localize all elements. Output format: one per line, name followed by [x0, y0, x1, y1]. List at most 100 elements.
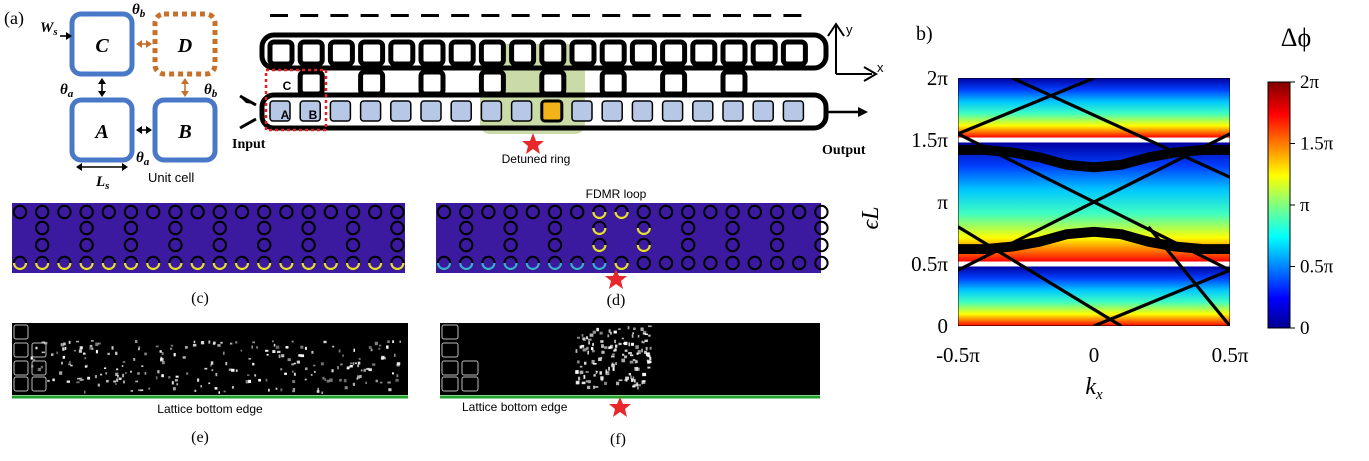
lattice-ring-bottom	[601, 100, 623, 122]
field-hotspot	[168, 262, 183, 271]
speckle-dot	[193, 340, 196, 344]
speckle-dot	[618, 379, 623, 382]
top-dash	[481, 14, 500, 17]
panel-d-star	[605, 269, 627, 289]
speckle-dot	[280, 388, 283, 392]
speckle-dot	[291, 340, 294, 343]
speckle-dot	[600, 376, 604, 380]
speckle-dot	[231, 386, 234, 389]
speckle-dot	[629, 354, 634, 357]
speckle-dot	[235, 341, 238, 344]
colorbar-title: Δϕ	[1281, 23, 1311, 52]
speckle-dot	[585, 380, 588, 383]
field-ring	[703, 255, 718, 271]
lattice-ring-top	[750, 39, 778, 67]
field-ring	[101, 204, 117, 220]
speckle-dot	[141, 365, 144, 368]
speckle-dot	[627, 326, 630, 330]
speckle-dot	[60, 343, 63, 346]
speckle-dot	[248, 357, 252, 360]
speckle-dot	[575, 349, 578, 353]
speckle-dot	[70, 364, 73, 367]
speckle-dot	[645, 353, 649, 357]
speckle-dot	[291, 363, 295, 366]
speckle-dot	[636, 382, 639, 387]
speckle-dot	[135, 380, 139, 383]
speckle-dot	[644, 350, 647, 354]
lattice-ring-bottom	[450, 100, 472, 122]
field-ring	[792, 204, 807, 220]
field-ring	[814, 220, 829, 236]
speckle-dot	[192, 343, 197, 347]
speckle-dot	[175, 375, 179, 378]
speckle-dot	[200, 341, 205, 345]
speckle-dot	[392, 340, 394, 344]
speckle-dot	[596, 370, 598, 373]
speckle-dot	[589, 333, 594, 337]
top-dash	[572, 14, 590, 17]
speckle-dot	[293, 362, 296, 365]
speckle-dot	[81, 379, 84, 381]
speckle-dot	[636, 352, 639, 355]
speckle-dot	[581, 334, 584, 337]
speckle-dot	[645, 346, 648, 351]
speckle-dot	[84, 357, 87, 360]
lattice-ring-bottom	[661, 100, 684, 122]
speckle-dot	[220, 341, 223, 344]
speckle-dot	[600, 340, 604, 343]
field-ring	[257, 237, 272, 253]
field-ring	[79, 204, 94, 220]
panel-d-title: FDMR loop	[586, 187, 647, 201]
speckle-dot	[338, 349, 341, 353]
field-hotspot	[636, 227, 651, 236]
speckle-dot	[311, 350, 314, 354]
speckle-dot	[59, 371, 63, 375]
speckle-dot	[591, 347, 594, 351]
speckle-dot	[586, 346, 589, 350]
speckle-dot	[122, 373, 125, 378]
field-ring	[212, 204, 228, 220]
speckle-dot	[633, 327, 636, 330]
lattice-ring-top	[358, 39, 386, 67]
speckle-dot	[615, 381, 620, 386]
lattice-ring-mid	[418, 69, 446, 97]
panel-f-background	[440, 323, 820, 395]
speckle-dot	[83, 352, 86, 355]
speckle-dot	[605, 371, 610, 376]
speckle-dot	[287, 358, 291, 362]
speckle-dot	[625, 376, 629, 380]
detuned-ring	[540, 99, 564, 123]
field-ring	[725, 204, 740, 220]
field-ring	[35, 220, 50, 236]
panel-d-label: (d)	[607, 292, 626, 309]
panel-b-chart: b) -0.5π 0 0.5π 0 0.5π π 1.5π 2π ϵL kx Δϕ 0 0.5…	[858, 23, 1334, 403]
field-ring	[301, 237, 316, 253]
speckle-dot	[200, 385, 203, 388]
speckle-dot	[235, 369, 238, 372]
field-hotspot	[323, 262, 338, 271]
speckle-dot	[106, 379, 109, 383]
speckle-dot	[591, 349, 595, 353]
speckle-dot	[284, 372, 287, 375]
speckle-dot	[52, 378, 55, 382]
field-ring	[725, 237, 740, 253]
lattice-ring-top	[569, 39, 597, 67]
speckle-dot	[83, 390, 86, 394]
speckle-dot	[350, 362, 353, 365]
panel-e-caption: Lattice bottom edge	[157, 402, 263, 416]
speckle-dot	[633, 379, 636, 383]
speckle-dot	[582, 348, 587, 352]
field-ring	[769, 237, 785, 253]
speckle-dot	[95, 349, 98, 354]
colorbar-tick-label: 0.5π	[1300, 257, 1334, 278]
speckle-dot	[116, 378, 119, 382]
lattice-ring-mid	[478, 69, 506, 97]
speckle-dot	[368, 346, 372, 349]
speckle-dot	[107, 352, 110, 355]
speckle-dot	[637, 350, 641, 355]
speckle-dot	[228, 368, 233, 371]
speckle-dot	[173, 352, 176, 357]
panel-a-label: (a)	[4, 8, 24, 29]
speckle-dot	[642, 330, 647, 333]
speckle-dot	[610, 331, 612, 335]
